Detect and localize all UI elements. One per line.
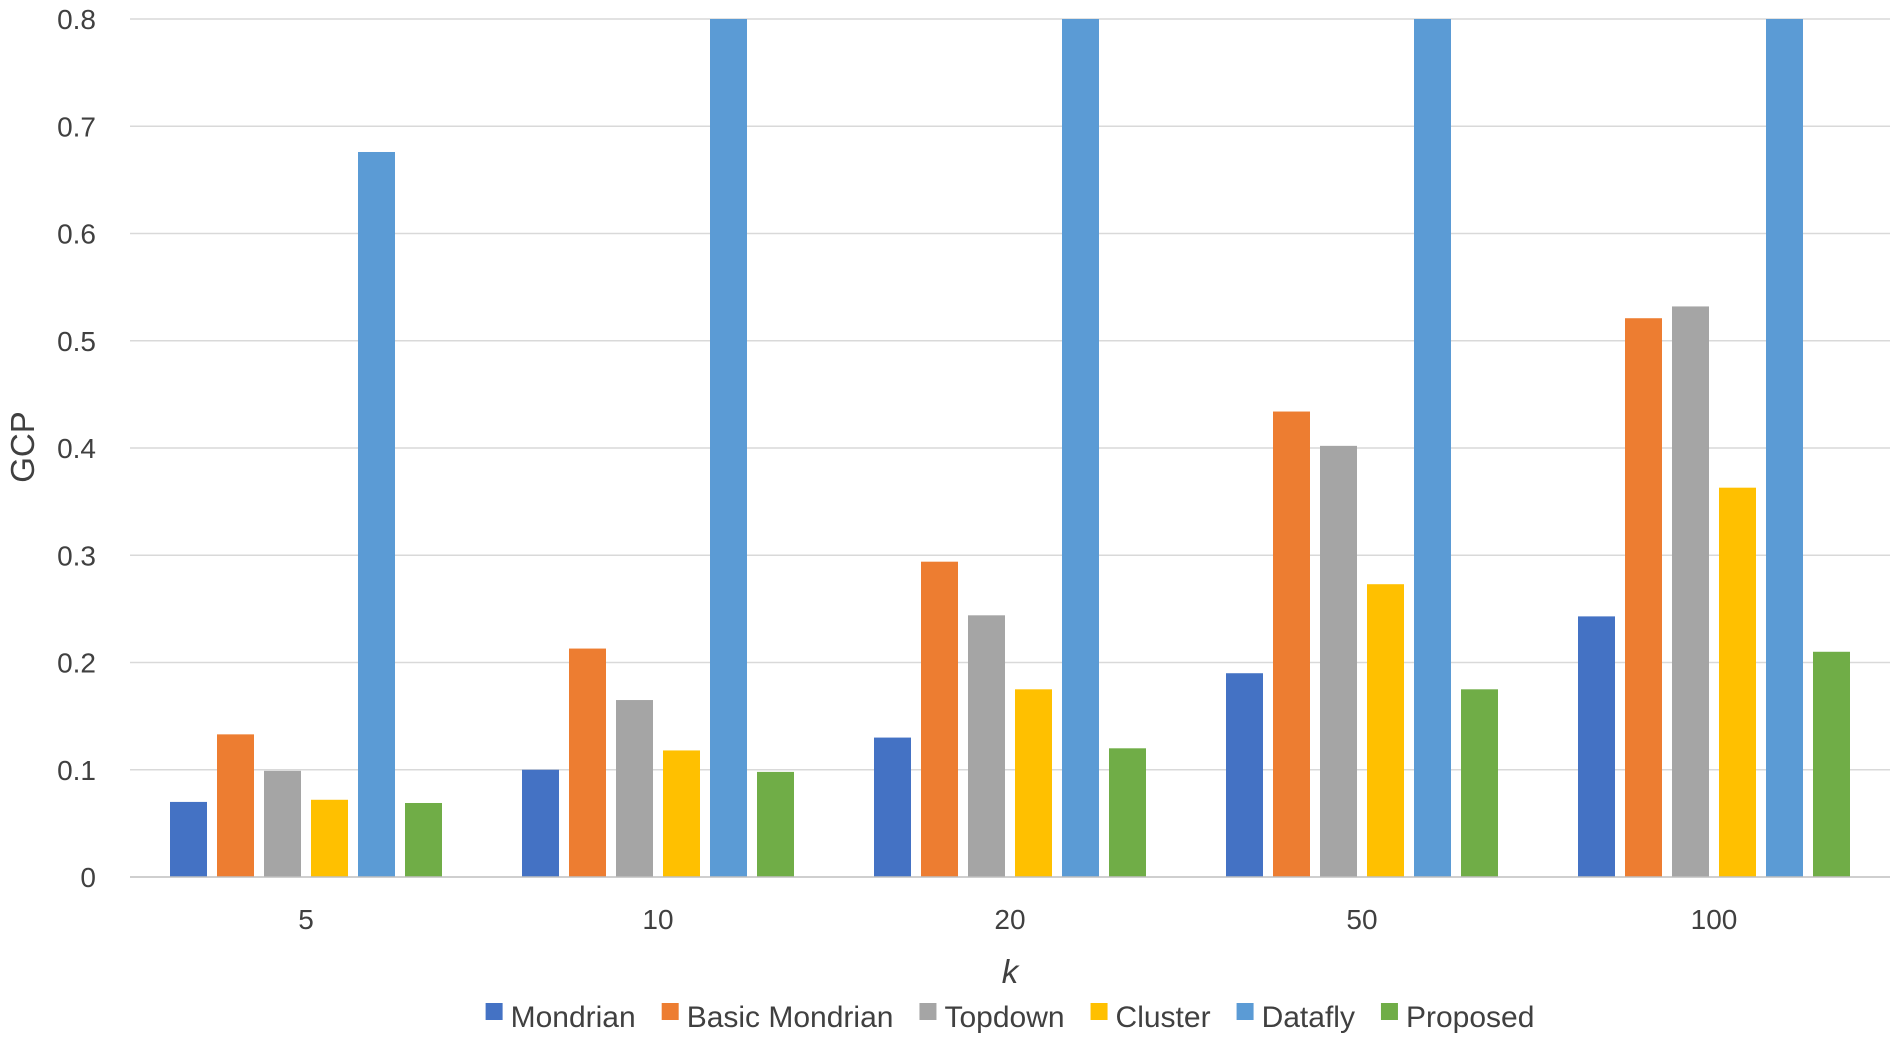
bar-cluster-k100 [1719,487,1756,877]
bar-basic-mondrian-k50 [1273,411,1310,877]
legend-label: Mondrian [511,1001,636,1034]
x-tick-label: 50 [1346,904,1377,935]
bar-proposed-k5 [405,802,442,877]
bar-proposed-k50 [1461,689,1498,877]
bar-topdown-k5 [264,770,301,877]
x-axis-title: k [1002,953,1020,990]
y-tick-label: 0.3 [57,540,96,571]
bar-datafly-k50 [1414,19,1451,877]
bar-proposed-k20 [1109,748,1146,877]
legend-item-cluster: Cluster [1090,1001,1211,1034]
bar-cluster-k50 [1367,584,1404,877]
legend-label: Cluster [1116,1001,1211,1034]
bar-topdown-k10 [616,700,653,877]
bar-basic-mondrian-k5 [217,734,254,877]
legend-swatch [919,1003,937,1020]
y-axis-title: GCP [4,411,41,483]
legend-item-topdown: Topdown [919,1001,1065,1034]
legend-item-proposed: Proposed [1380,1001,1534,1034]
bar-cluster-k10 [663,750,700,877]
bar-topdown-k100 [1672,306,1709,877]
bar-datafly-k100 [1766,19,1803,877]
legend-item-basic-mondrian: Basic Mondrian [661,1001,894,1034]
y-tick-label: 0.2 [57,648,96,679]
bar-proposed-k100 [1813,651,1850,877]
bar-mondrian-k50 [1226,673,1263,877]
bar-basic-mondrian-k10 [569,648,606,877]
y-tick-label: 0.7 [57,111,96,142]
bar-datafly-k5 [358,151,395,878]
x-tick-label: 20 [994,904,1025,935]
y-tick-label: 0 [80,862,96,893]
bar-basic-mondrian-k20 [921,561,958,877]
x-tick-label: 100 [1691,904,1738,935]
legend-swatch [661,1003,679,1020]
y-tick-label: 0.8 [57,4,96,35]
gridlines [130,18,1890,771]
legend-swatch [1090,1003,1108,1020]
legend-item-datafly: Datafly [1236,1001,1355,1034]
legend-item-mondrian: Mondrian [485,1001,636,1034]
bar-basic-mondrian-k100 [1625,318,1662,877]
bar-mondrian-k100 [1578,616,1615,877]
legend-label: Datafly [1262,1001,1355,1034]
bar-mondrian-k5 [170,801,207,877]
bar-topdown-k50 [1320,445,1357,877]
legend-label: Basic Mondrian [687,1001,894,1034]
bar-proposed-k10 [757,771,794,877]
y-tick-label: 0.4 [57,433,96,464]
bars [170,19,1850,878]
bar-mondrian-k20 [874,737,911,877]
legend-swatch [1380,1003,1398,1020]
bar-cluster-k20 [1015,689,1052,877]
x-tick-label: 5 [298,904,314,935]
bar-datafly-k10 [710,19,747,877]
tick-labels: 0 0.1 0.2 0.3 0.4 0.5 0.6 0.7 0.8 5 10 20 50 100 [57,4,1737,935]
y-tick-label: 0.1 [57,755,96,786]
bar-mondrian-k10 [522,769,559,877]
y-tick-label: 0.5 [57,326,96,357]
legend-swatch [1236,1003,1254,1020]
legend: Mondrian Basic Mondrian Topdown Cluster Data… [485,1001,1534,1034]
y-tick-label: 0.6 [57,219,96,250]
legend-label: Topdown [944,1001,1064,1034]
legend-swatch [485,1003,503,1020]
legend-label: Proposed [1406,1001,1534,1034]
bar-cluster-k5 [311,799,348,877]
bar-datafly-k20 [1062,19,1099,877]
x-tick-label: 10 [642,904,673,935]
bar-topdown-k20 [968,615,1005,877]
